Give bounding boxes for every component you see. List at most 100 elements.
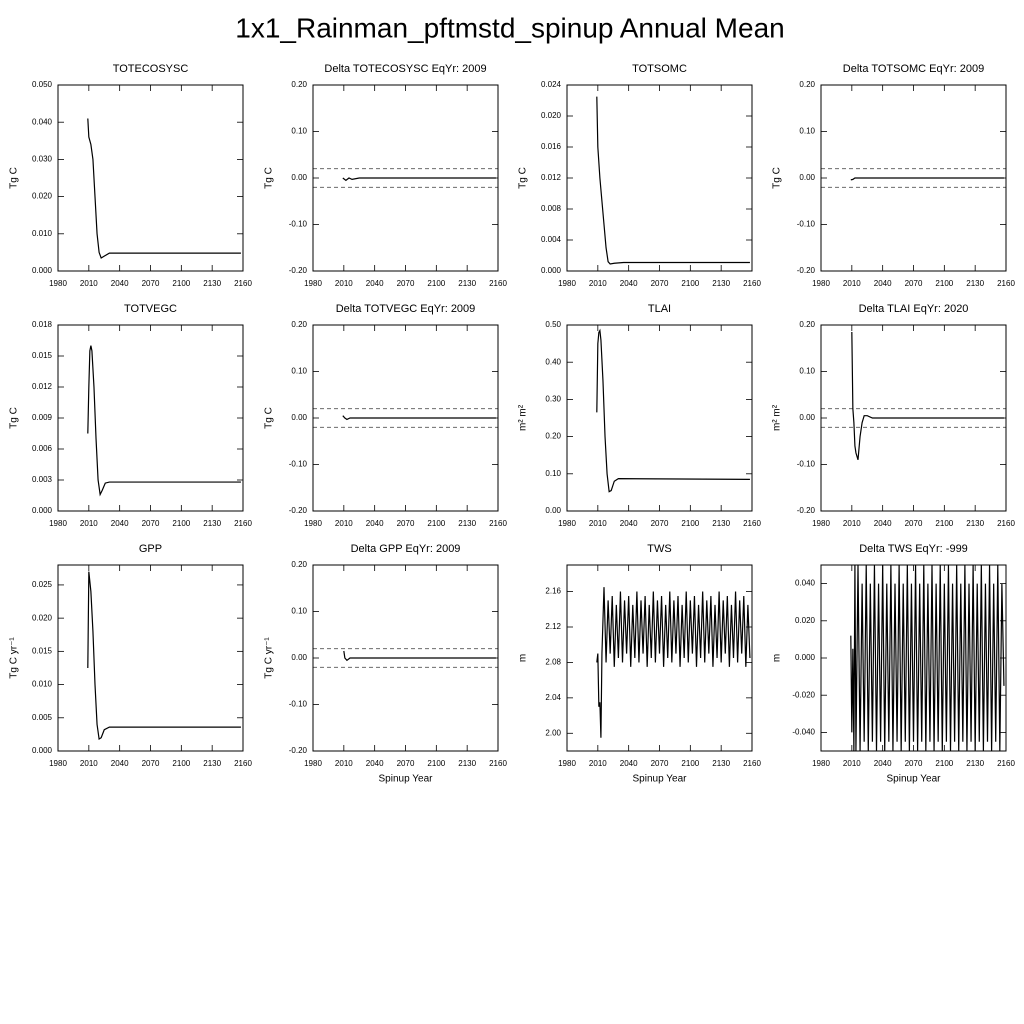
x-tick-label: 2010 [589, 759, 607, 768]
x-tick-label: 2130 [458, 519, 476, 528]
x-tick-label: 1980 [304, 519, 322, 528]
x-tick-label: 1980 [558, 519, 576, 528]
x-tick-label: 2130 [966, 279, 984, 288]
y-tick-label: -0.10 [289, 220, 308, 229]
data-line [87, 118, 241, 259]
x-tick-label: 2040 [111, 519, 129, 528]
y-axis-label: Tg C [9, 167, 20, 189]
plot-area [821, 168, 1006, 188]
x-tick-label: 2010 [843, 759, 861, 768]
panel: Delta TOTECOSYSC EqYr: 2009 Tg C 1980 2010 2… [264, 63, 508, 288]
y-tick-label: 0.20 [291, 560, 307, 569]
x-tick-label: 2070 [142, 279, 160, 288]
x-tick-label: 2010 [80, 279, 98, 288]
figure-title: 1x1_Rainman_pftmstd_spinup Annual Mean [235, 12, 784, 43]
x-tick-label: 2040 [874, 759, 892, 768]
x-tick-label: 2130 [712, 759, 730, 768]
y-tick-label: 0.016 [541, 142, 562, 151]
x-tick-label: 2160 [997, 759, 1015, 768]
y-tick-label: -0.20 [289, 506, 308, 515]
x-tick-label: 2040 [111, 279, 129, 288]
x-tick-label: 2070 [397, 279, 415, 288]
panel: Delta GPP EqYr: 2009 Tg C yr⁻¹ Spinup Year… [264, 543, 508, 785]
plot-frame [820, 84, 1007, 272]
y-tick-label: 0.00 [799, 413, 815, 422]
x-tick-label: 2130 [458, 279, 476, 288]
y-tick-label: 0.006 [32, 444, 53, 453]
x-tick-label: 2130 [712, 279, 730, 288]
y-tick-label: -0.10 [289, 460, 308, 469]
y-axis-label: m² m² [772, 404, 783, 431]
y-tick-label: 0.020 [32, 192, 53, 201]
x-tick-label: 2100 [427, 519, 445, 528]
plot-area [596, 328, 750, 493]
panel: TLAI m² m² 1980 2010 2040 2070 2100 2130 2160 0.0… [518, 303, 762, 528]
x-tick-label: 2010 [335, 759, 353, 768]
x-tick-label: 2130 [203, 759, 221, 768]
panel-title: Delta TWS EqYr: -999 [859, 543, 968, 555]
y-tick-label: 0.00 [545, 506, 561, 515]
x-tick-label: 2100 [172, 279, 190, 288]
y-tick-label: 0.40 [545, 357, 561, 366]
plot-area [313, 168, 498, 188]
y-tick-label: -0.20 [797, 266, 816, 275]
y-tick-label: 0.030 [32, 155, 53, 164]
x-tick-label: 2160 [489, 759, 507, 768]
plot-frame [566, 324, 753, 512]
plot-frame [312, 84, 499, 272]
y-tick-label: 0.020 [795, 616, 816, 625]
x-tick-label: 2040 [366, 759, 384, 768]
x-tick-label: 2100 [172, 759, 190, 768]
y-axis-label: Tg C [9, 407, 20, 429]
x-tick-label: 2100 [427, 279, 445, 288]
x-tick-label: 2130 [966, 759, 984, 768]
y-tick-label: 0.010 [32, 229, 53, 238]
x-tick-label: 2130 [712, 519, 730, 528]
y-tick-label: 0.009 [32, 413, 53, 422]
panel-title: Delta GPP EqYr: 2009 [351, 543, 461, 555]
plot-area [313, 648, 498, 668]
x-axis-label: Spinup Year [887, 774, 942, 785]
x-tick-label: 2040 [620, 519, 638, 528]
panel-title: Delta TOTSOMC EqYr: 2009 [843, 63, 984, 75]
y-tick-label: 0.008 [541, 204, 562, 213]
x-tick-label: 1980 [558, 279, 576, 288]
panel: Delta TLAI EqYr: 2020 m² m² 1980 2010 2040 20… [772, 303, 1016, 528]
data-line [596, 587, 751, 738]
y-tick-label: 0.000 [32, 746, 53, 755]
x-tick-label: 2160 [489, 519, 507, 528]
y-tick-label: 2.12 [545, 622, 561, 631]
plot-frame [820, 324, 1007, 512]
x-tick-label: 2100 [681, 279, 699, 288]
y-tick-label: -0.10 [289, 700, 308, 709]
plot-frame [57, 324, 244, 512]
panel-title: TOTSOMC [632, 63, 687, 75]
x-tick-label: 2070 [651, 279, 669, 288]
data-line [342, 415, 496, 421]
y-tick-label: 0.10 [291, 607, 307, 616]
y-tick-label: 0.012 [32, 382, 53, 391]
x-tick-label: 2130 [203, 519, 221, 528]
plot-frame [57, 84, 244, 272]
data-line [596, 96, 750, 265]
y-tick-label: 0.000 [541, 266, 562, 275]
x-tick-label: 2130 [203, 279, 221, 288]
x-tick-label: 2010 [335, 519, 353, 528]
plot-area [821, 331, 1006, 461]
y-tick-label: 0.000 [795, 653, 816, 662]
plot-frame [820, 564, 1007, 752]
y-tick-label: -0.20 [797, 506, 816, 515]
y-axis-label: m [518, 654, 529, 662]
data-line [596, 328, 750, 493]
x-tick-label: 2040 [874, 279, 892, 288]
x-tick-label: 2070 [651, 759, 669, 768]
plot-frame [566, 84, 753, 272]
plot-frame [312, 564, 499, 752]
y-tick-label: 0.20 [291, 80, 307, 89]
x-tick-label: 1980 [304, 279, 322, 288]
y-axis-label: Tg C yr⁻¹ [9, 637, 20, 679]
data-line [87, 345, 241, 497]
y-tick-label: 0.00 [799, 173, 815, 182]
x-tick-label: 2010 [80, 519, 98, 528]
